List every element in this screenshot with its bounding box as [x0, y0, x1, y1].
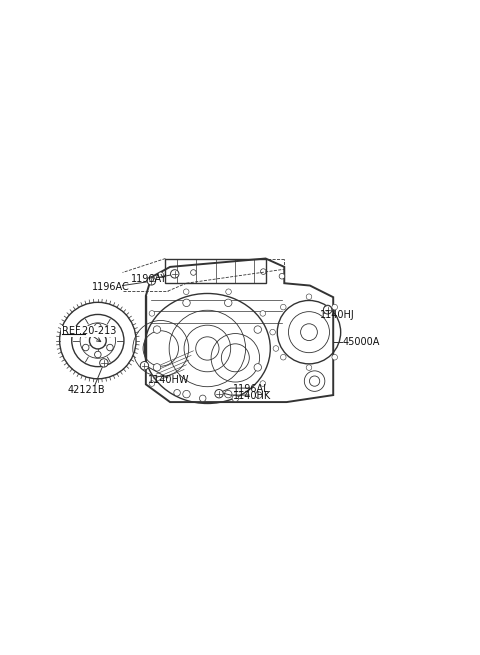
- Circle shape: [254, 364, 262, 371]
- Circle shape: [147, 276, 156, 285]
- Circle shape: [306, 294, 312, 299]
- Circle shape: [191, 270, 196, 275]
- Circle shape: [225, 299, 232, 307]
- Text: 1196AC: 1196AC: [92, 282, 129, 292]
- Circle shape: [226, 289, 231, 295]
- Circle shape: [158, 272, 164, 278]
- Circle shape: [261, 269, 266, 274]
- Circle shape: [215, 390, 223, 398]
- Circle shape: [332, 305, 337, 310]
- Text: REF.20-213: REF.20-213: [62, 326, 116, 336]
- Circle shape: [153, 364, 161, 371]
- Circle shape: [273, 346, 279, 351]
- Circle shape: [232, 395, 239, 402]
- Circle shape: [149, 381, 155, 386]
- Circle shape: [100, 359, 108, 367]
- Circle shape: [280, 354, 286, 360]
- Text: 45000A: 45000A: [343, 337, 380, 347]
- Circle shape: [170, 270, 179, 278]
- Circle shape: [149, 279, 154, 285]
- Circle shape: [270, 329, 276, 335]
- Circle shape: [153, 326, 161, 333]
- Circle shape: [332, 354, 337, 360]
- Circle shape: [254, 326, 262, 333]
- Circle shape: [306, 365, 312, 370]
- Circle shape: [174, 390, 180, 396]
- Text: 1140HW: 1140HW: [148, 375, 190, 384]
- Circle shape: [279, 273, 285, 279]
- Circle shape: [149, 310, 155, 316]
- Circle shape: [183, 299, 190, 307]
- Circle shape: [183, 289, 189, 295]
- Circle shape: [255, 392, 262, 398]
- Text: 1140HJ: 1140HJ: [320, 310, 355, 320]
- Circle shape: [324, 305, 331, 312]
- Text: 42121B: 42121B: [67, 385, 105, 396]
- Text: 1140HK: 1140HK: [232, 392, 271, 402]
- Circle shape: [324, 306, 332, 314]
- Text: 1196AL: 1196AL: [233, 384, 270, 394]
- Circle shape: [183, 390, 190, 398]
- Circle shape: [280, 305, 286, 310]
- Circle shape: [172, 272, 178, 278]
- Circle shape: [140, 362, 149, 370]
- Circle shape: [225, 390, 232, 398]
- Circle shape: [260, 381, 265, 386]
- Text: 1196AY: 1196AY: [131, 274, 167, 284]
- Circle shape: [200, 395, 206, 402]
- Circle shape: [260, 310, 265, 316]
